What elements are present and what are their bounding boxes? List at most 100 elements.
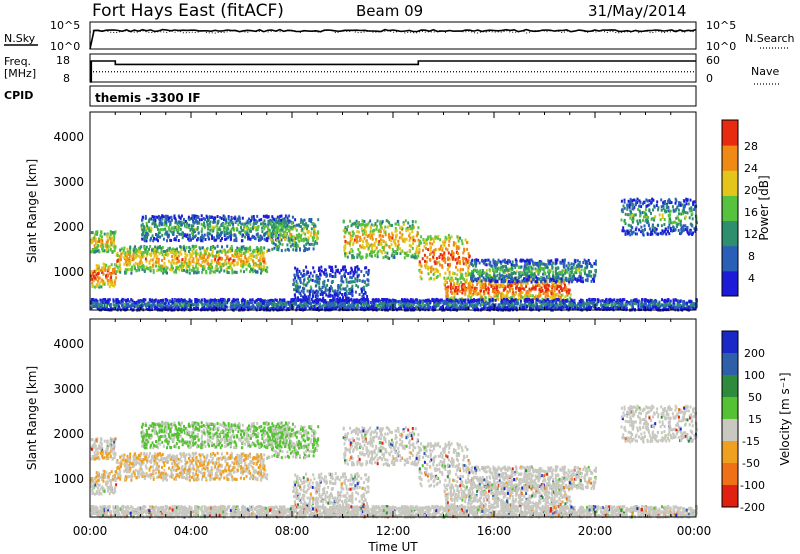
power-cell xyxy=(408,224,411,228)
power-cell xyxy=(110,243,113,247)
power-cell xyxy=(244,256,247,260)
power-cell xyxy=(541,297,544,301)
power-cell xyxy=(513,271,516,274)
power-cell xyxy=(224,259,227,263)
power-cell xyxy=(334,271,337,275)
power-cell xyxy=(415,256,418,260)
power-cell xyxy=(520,282,523,285)
power-cell xyxy=(548,277,551,281)
power-cell xyxy=(546,287,549,291)
power-cell xyxy=(144,247,147,251)
power-cell xyxy=(162,215,165,219)
power-cell xyxy=(305,238,308,242)
power-cell xyxy=(239,220,241,224)
power-cell xyxy=(330,286,333,290)
power-cell xyxy=(375,238,378,241)
power-cell xyxy=(208,252,210,255)
power-cell xyxy=(174,268,177,272)
power-cell xyxy=(590,270,593,274)
power-cell xyxy=(414,239,417,243)
power-cell xyxy=(393,256,396,259)
power-cell xyxy=(406,250,409,254)
power-cell xyxy=(431,242,434,246)
power-cell xyxy=(248,217,250,221)
power-cell xyxy=(361,229,364,233)
power-cell xyxy=(506,284,509,288)
power-cell xyxy=(207,266,210,270)
power-cell xyxy=(100,266,103,270)
power-cell xyxy=(158,229,161,232)
power-cell xyxy=(641,232,644,236)
power-cell xyxy=(355,237,358,241)
power-cell xyxy=(457,239,460,243)
power-cell xyxy=(621,229,624,233)
power-cell xyxy=(488,294,491,298)
power-cell xyxy=(313,270,316,274)
power-cell xyxy=(451,253,454,257)
power-cell xyxy=(481,258,483,262)
power-cell xyxy=(691,212,694,216)
power-cell xyxy=(137,265,140,269)
power-cell xyxy=(359,255,362,259)
power-cell xyxy=(286,227,289,231)
power-cell xyxy=(98,276,101,280)
power-cell xyxy=(684,224,687,228)
power-cell xyxy=(464,287,466,291)
power-cell xyxy=(289,244,292,248)
power-cell xyxy=(669,199,672,203)
power-cell xyxy=(247,264,250,268)
power-cell xyxy=(161,245,164,249)
power-cell xyxy=(425,246,427,250)
power-cell xyxy=(351,292,354,296)
power-cell xyxy=(179,264,181,268)
power-cell xyxy=(139,255,142,259)
power-cell xyxy=(357,248,360,251)
power-cell xyxy=(196,220,198,224)
power-cell xyxy=(175,261,178,265)
power-cell xyxy=(530,275,533,279)
power-cell xyxy=(479,277,481,281)
power-cell xyxy=(239,230,242,234)
power-cell xyxy=(586,263,589,267)
power-cell xyxy=(505,292,508,296)
power-cell xyxy=(219,249,222,253)
power-cell xyxy=(207,217,210,221)
power-cell xyxy=(379,222,381,226)
power-cell xyxy=(157,216,160,220)
power-cell xyxy=(302,222,304,226)
power-cell xyxy=(384,241,387,244)
power-cell xyxy=(263,219,266,223)
power-cell xyxy=(327,278,330,282)
power-cell xyxy=(510,263,513,267)
power-cell xyxy=(344,226,347,230)
power-cell xyxy=(356,279,359,283)
power-cell xyxy=(117,269,120,273)
power-cell xyxy=(443,244,446,247)
power-cell xyxy=(414,255,417,259)
power-cell xyxy=(683,199,686,203)
power-cell xyxy=(593,262,596,266)
power-cell xyxy=(235,270,238,274)
power-cell xyxy=(249,222,252,226)
power-cell xyxy=(198,221,201,225)
power-cell xyxy=(272,223,275,227)
power-cell xyxy=(244,247,247,251)
power-cell xyxy=(520,265,523,269)
power-cell xyxy=(432,267,435,271)
power-cell xyxy=(546,291,549,295)
power-cell xyxy=(261,230,264,234)
freq-step-line xyxy=(90,60,696,83)
power-cell xyxy=(264,215,267,219)
power-cell xyxy=(447,243,450,247)
power-cell xyxy=(248,247,251,251)
power-cell xyxy=(355,283,358,287)
power-cell xyxy=(222,262,225,266)
power-cell xyxy=(414,220,417,224)
power-cell xyxy=(679,220,682,224)
power-cell xyxy=(354,290,357,294)
power-cell xyxy=(156,225,159,229)
power-cell xyxy=(288,219,291,223)
power-cell xyxy=(305,247,308,251)
power-cell xyxy=(262,251,265,255)
power-cell xyxy=(351,237,354,241)
